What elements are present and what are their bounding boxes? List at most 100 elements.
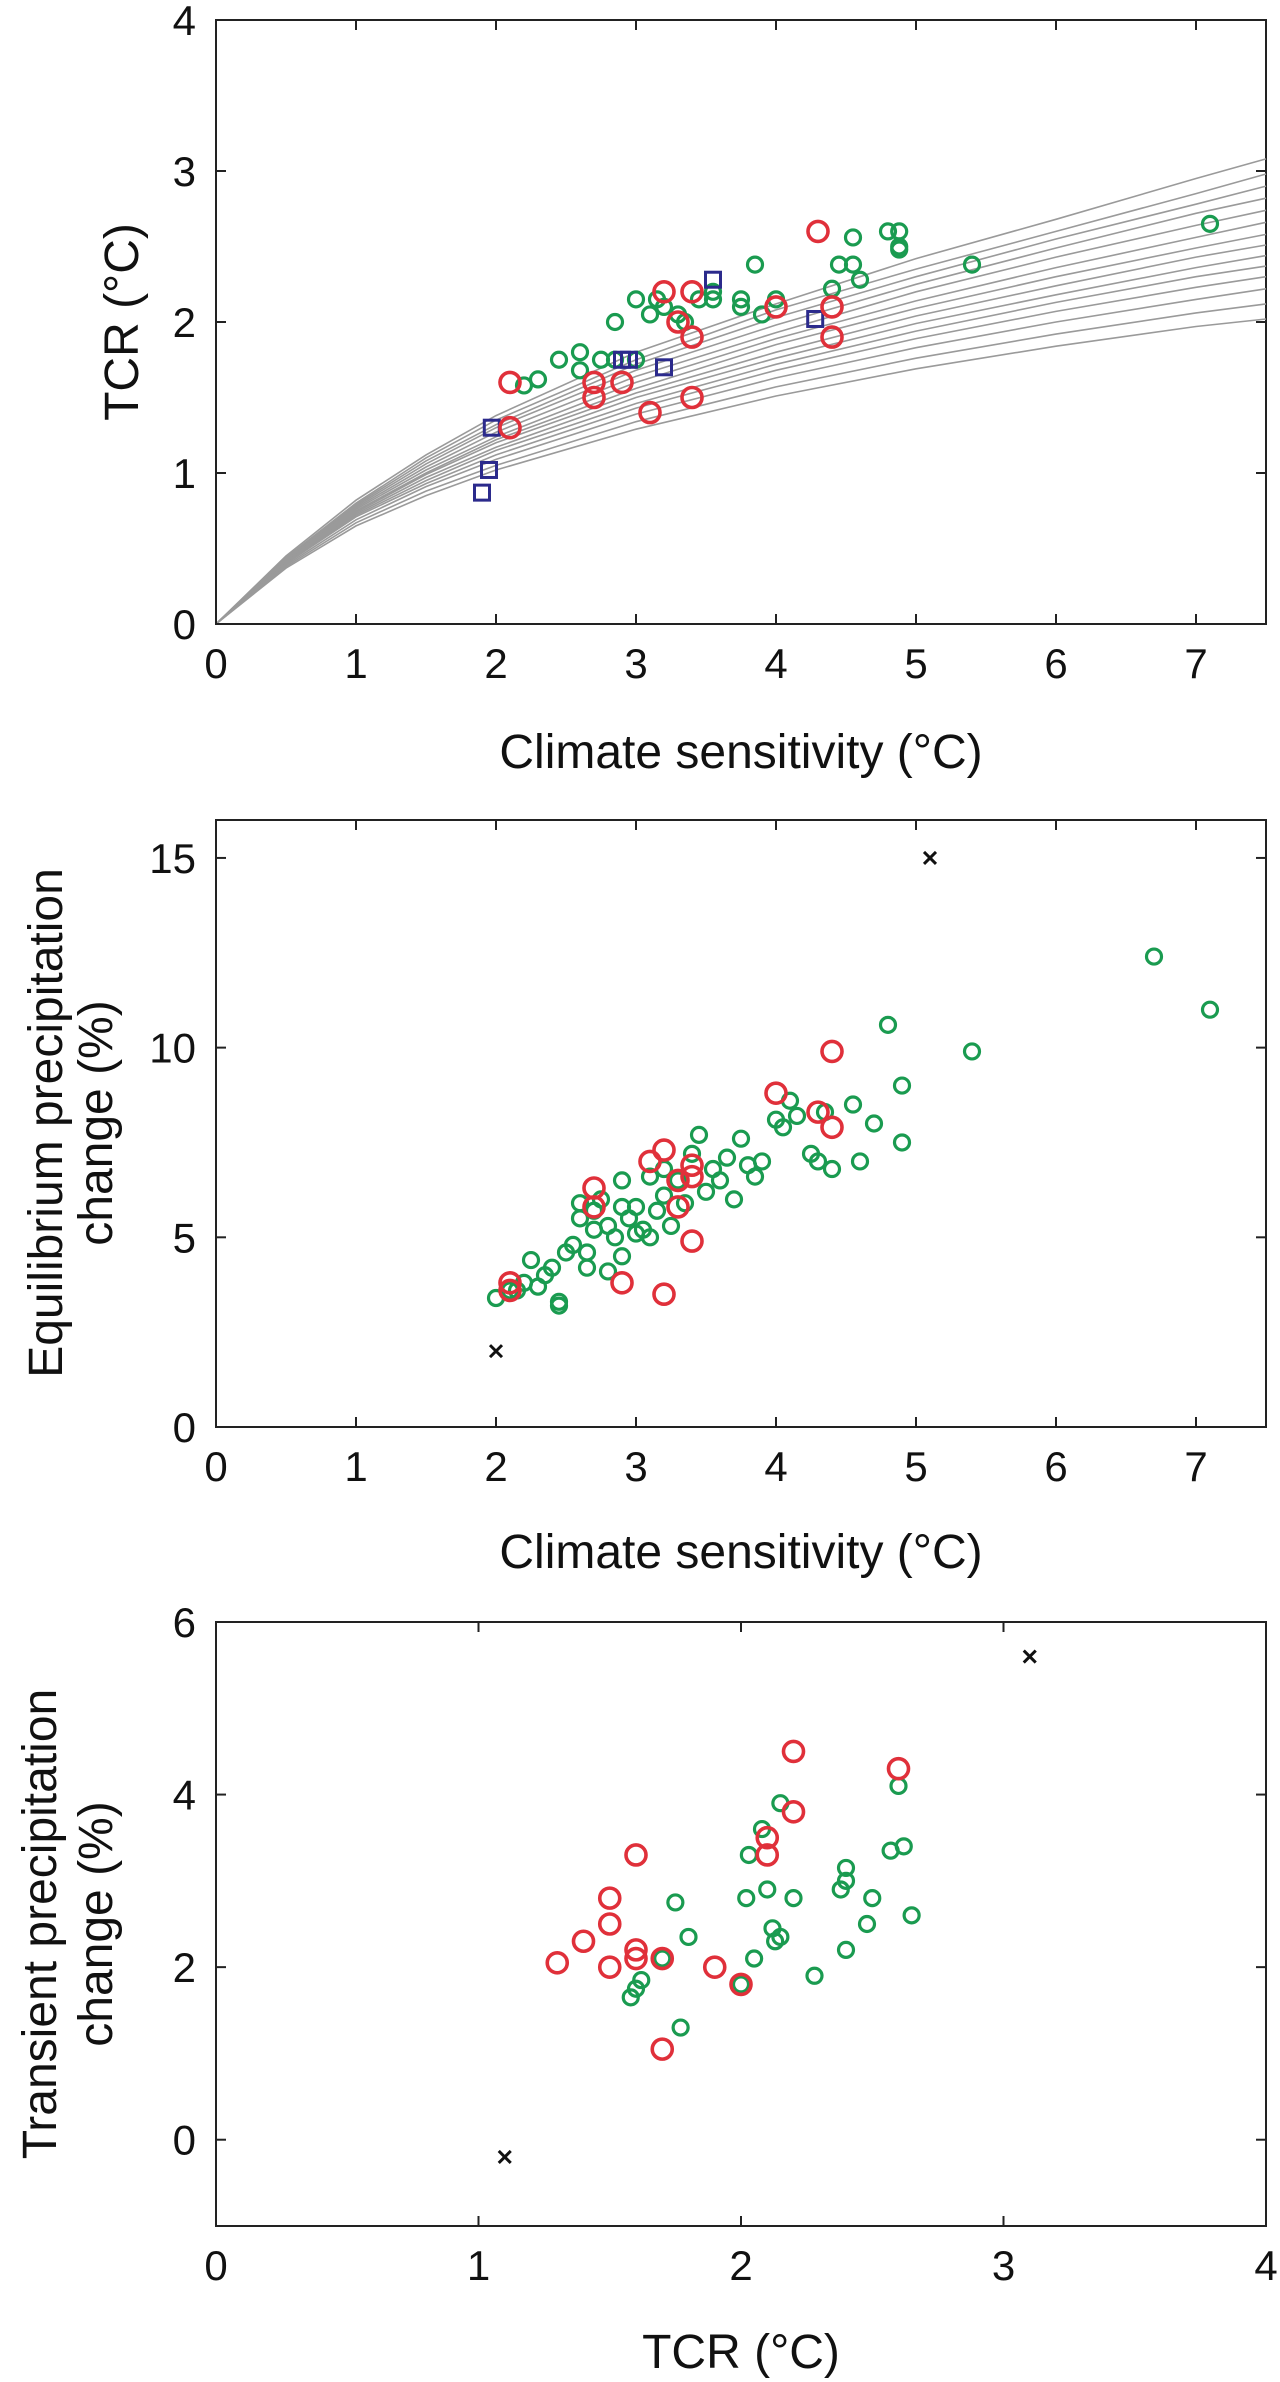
green-circle-point: [666, 1893, 685, 1912]
green-circle-point: [739, 1845, 758, 1865]
green-circle-point: [612, 1171, 632, 1190]
model-curve: [215, 254, 1267, 625]
green-circle-point: [612, 1247, 632, 1266]
green-circle-point: [549, 350, 569, 369]
x-axis-ticks: 0 1 2 3 4: [204, 1622, 1278, 2289]
x-tick-label: 6: [1044, 640, 1067, 687]
model-curve: [215, 303, 1267, 625]
green-circle-point: [731, 290, 751, 309]
red-circle-point: [666, 310, 690, 334]
green-circle-point: [521, 1250, 541, 1270]
x-tick-label: 2: [729, 2242, 752, 2289]
x-tick-label: 4: [1254, 2242, 1277, 2289]
green-circle-point: [902, 1906, 921, 1925]
y-tick-label: 0: [173, 2117, 196, 2164]
green-circle-point: [731, 1129, 751, 1148]
green-circle-point: [889, 1776, 908, 1796]
y-tick-label: 10: [149, 1025, 196, 1072]
model-curve: [215, 288, 1267, 625]
green-circle-point: [605, 1228, 625, 1247]
y-tick-label: 6: [173, 1599, 196, 1646]
blue-square-point: [480, 460, 498, 479]
red-circle-point: [680, 385, 704, 410]
panel-transient-precipitation: 0 1 2 3 4 0 2 4 6 TCR (°C) Transient precipitat…: [14, 1599, 1278, 2379]
x-tick-label: 0: [204, 640, 227, 687]
green-circle-point: [771, 1927, 790, 1947]
x-axis-label: TCR (°C): [642, 2326, 840, 2379]
blue-square-point: [704, 270, 722, 289]
green-circle-point: [703, 282, 723, 301]
data-markers: [486, 850, 1220, 1359]
green-circle-point: [661, 1216, 681, 1236]
green-circle-point: [745, 1167, 765, 1186]
model-curve: [215, 233, 1267, 625]
red-circle-point: [729, 1972, 753, 1997]
green-circle-point: [549, 1296, 569, 1315]
red-circle-point: [886, 1756, 911, 1781]
green-circle-point: [836, 1858, 856, 1878]
red-circle-point: [498, 1278, 522, 1303]
red-circle-point: [498, 370, 522, 395]
y-tick-label: 2: [173, 1944, 196, 1991]
model-curve: [215, 197, 1267, 625]
red-circle-point: [755, 1825, 780, 1850]
y-axis-label-line2: change (%): [70, 1801, 123, 2046]
x-axis-label: Climate sensitivity (°C): [499, 1526, 982, 1579]
red-circle-point: [545, 1951, 570, 1975]
green-circle-point: [654, 1186, 674, 1205]
red-circle-point: [820, 295, 844, 319]
x-tick-label: 4: [764, 640, 787, 687]
y-tick-label: 3: [173, 148, 196, 195]
green-circle-point: [724, 1190, 744, 1209]
y-tick-label: 1: [173, 450, 196, 497]
green-circle-point: [843, 228, 863, 247]
green-circle-point: [805, 1966, 824, 1985]
red-circle-point: [806, 1100, 830, 1124]
red-circle-point: [820, 1039, 844, 1064]
green-circle-point: [668, 1171, 688, 1190]
green-circle-point: [894, 1837, 913, 1856]
data-markers: [473, 214, 1220, 502]
green-circle-point: [717, 1148, 737, 1167]
panel-equilibrium-precipitation: 0 1 2 3 4 5 6 7 0 5 10 15 Climate sensitivity (°C)…: [20, 819, 1267, 1579]
y-tick-label: 15: [149, 835, 196, 882]
x-tick-label: 1: [344, 1443, 367, 1490]
green-circle-point: [577, 1258, 597, 1277]
x-axis-ticks: 0 1 2 3 4 5 6 7: [204, 820, 1208, 1490]
green-circle-point: [696, 1182, 716, 1201]
red-circle-point: [498, 415, 522, 440]
green-circle-point: [679, 1927, 698, 1947]
green-circle-point: [640, 1228, 660, 1247]
green-circle-point: [632, 1970, 651, 1990]
y-axis-label-line1: Transient precipitation: [14, 1689, 67, 2159]
model-curves: [215, 158, 1267, 625]
green-circle-point: [843, 1095, 863, 1114]
model-curve: [215, 275, 1267, 625]
cross-point: [1022, 1649, 1037, 1664]
green-circle-point: [682, 1144, 702, 1163]
x-tick-label: 7: [1184, 640, 1207, 687]
x-tick-label: 3: [624, 640, 647, 687]
green-circle-point: [890, 237, 909, 256]
green-circle-point: [675, 1194, 695, 1213]
model-curve: [215, 209, 1267, 625]
green-circle-point: [892, 1076, 912, 1095]
green-circle-point: [784, 1889, 803, 1908]
green-circle-point: [836, 1940, 856, 1959]
red-circle-point: [652, 279, 676, 304]
x-tick-label: 5: [904, 1443, 927, 1490]
y-axis-label: TCR (°C): [96, 223, 149, 421]
y-tick-label: 0: [173, 601, 196, 648]
red-circle-point: [820, 325, 844, 349]
red-circle-point: [597, 1912, 622, 1936]
red-circle-point: [597, 1886, 622, 1910]
red-circle-point: [650, 2037, 675, 2061]
green-circle-point: [731, 1975, 751, 1994]
x-axis-label: Climate sensitivity (°C): [499, 726, 982, 779]
red-circle-point: [764, 295, 788, 319]
green-circle-point: [758, 1880, 777, 1899]
red-circle-point: [582, 385, 606, 410]
x-tick-label: 0: [204, 1443, 227, 1490]
green-circle-point: [857, 1914, 877, 1934]
